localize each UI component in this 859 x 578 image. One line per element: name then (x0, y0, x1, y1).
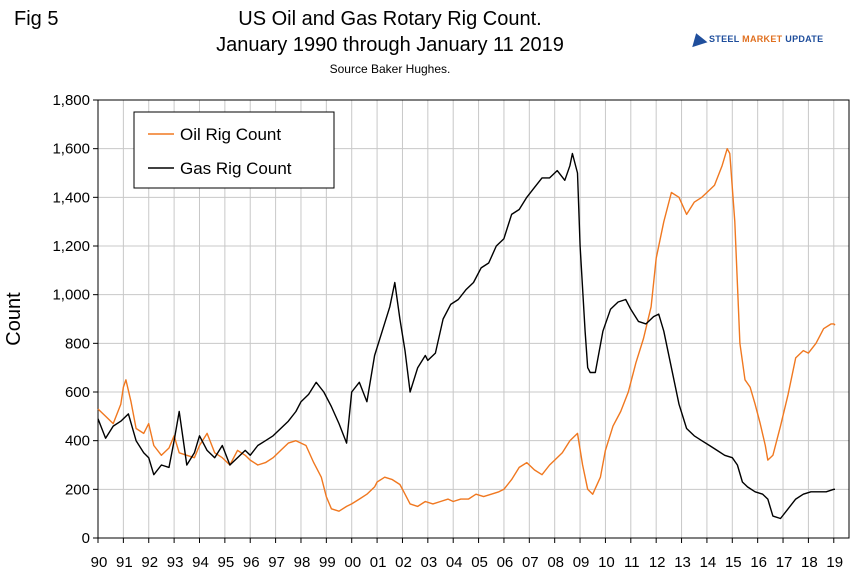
x-tick-label: 91 (116, 554, 133, 571)
y-axis: 0 200 400 600 800 1,000 1,200 1,400 1,600 1,800 (52, 92, 98, 547)
x-tick-label: 10 (598, 554, 615, 571)
x-tick-label: 90 (91, 554, 108, 571)
legend: Oil Rig Count Gas Rig Count (133, 111, 335, 189)
x-tick-label: 18 (801, 554, 818, 571)
y-tick-label: 200 (65, 481, 90, 498)
chart-title-line2: January 1990 through January 11 2019 (216, 34, 564, 56)
x-tick-label: 04 (446, 554, 463, 571)
y-tick-label: 800 (65, 335, 90, 352)
chart-title-line1: US Oil and Gas Rotary Rig Count. (238, 8, 542, 30)
x-axis: 90 91 92 93 94 95 96 97 98 99 00 01 02 03 04 05 06 07 08 09… (91, 538, 843, 571)
x-tick-label: 99 (319, 554, 336, 571)
x-tick-label: 05 (471, 554, 488, 571)
logo-word-steel: STEEL (709, 34, 740, 44)
x-tick-label: 01 (370, 554, 387, 571)
y-tick-label: 1,600 (52, 141, 90, 158)
x-tick-label: 98 (294, 554, 311, 571)
x-tick-label: 96 (243, 554, 260, 571)
y-tick-label: 1,200 (52, 238, 90, 255)
y-tick-label: 1,800 (52, 92, 90, 109)
x-tick-label: 95 (218, 554, 235, 571)
legend-label: Oil Rig Count (180, 125, 281, 144)
y-tick-label: 600 (65, 384, 90, 401)
x-tick-label: 16 (750, 554, 767, 571)
series-layer (97, 147, 836, 520)
plot-area (97, 99, 850, 539)
legend-label: Gas Rig Count (180, 159, 292, 178)
x-tick-label: 06 (497, 554, 514, 571)
x-tick-label: 08 (547, 554, 564, 571)
y-tick-label: 400 (65, 433, 90, 450)
x-tick-label: 17 (776, 554, 793, 571)
x-tick-label: 07 (522, 554, 539, 571)
x-tick-label: 00 (344, 554, 361, 571)
x-tick-label: 14 (700, 554, 717, 571)
legend-box (133, 111, 335, 189)
chart-source: Source Baker Hughes. (329, 62, 451, 76)
logo-word-market: MARKET (742, 34, 783, 44)
x-tick-label: 12 (649, 554, 666, 571)
y-axis-title: Count (3, 292, 25, 346)
x-tick-label: 03 (420, 554, 437, 571)
series-line-oil-rig-count (97, 147, 836, 512)
x-tick-label: 09 (573, 554, 590, 571)
x-tick-label: 94 (192, 554, 209, 571)
x-tick-label: 92 (141, 554, 158, 571)
figure-label: Fig 5 (14, 8, 59, 30)
series-line-gas-rig-count (97, 152, 835, 520)
y-tick-label: 1,000 (52, 287, 90, 304)
logo-text: STEEL MARKET UPDATE (709, 34, 823, 44)
x-tick-label: 19 (826, 554, 843, 571)
x-tick-label: 11 (624, 554, 640, 571)
y-tick-label: 1,400 (52, 189, 90, 206)
steel-market-update-logo: STEEL MARKET UPDATE (688, 30, 823, 48)
x-tick-label: 97 (268, 554, 285, 571)
logo-word-update: UPDATE (785, 34, 824, 44)
x-tick-label: 02 (395, 554, 412, 571)
x-tick-label: 13 (674, 554, 691, 571)
y-tick-label: 0 (82, 530, 90, 547)
x-tick-label: 15 (725, 554, 742, 571)
x-tick-label: 93 (167, 554, 184, 571)
